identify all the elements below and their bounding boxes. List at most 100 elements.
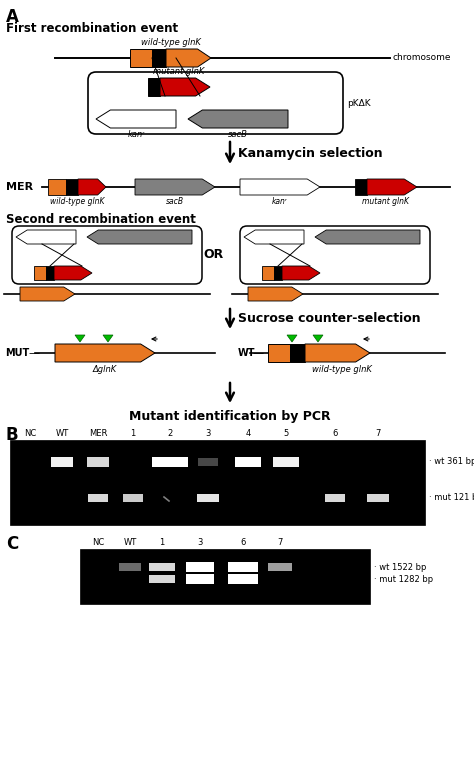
Bar: [80, 549, 370, 604]
Text: A: A: [6, 8, 19, 26]
Bar: [123, 494, 143, 502]
Bar: [48, 179, 66, 195]
Text: · mut 1282 bp: · mut 1282 bp: [374, 574, 433, 584]
Text: MER: MER: [89, 429, 107, 438]
Text: B: B: [6, 426, 18, 444]
Text: Mutant identification by PCR: Mutant identification by PCR: [129, 410, 331, 423]
Bar: [198, 458, 218, 466]
Bar: [87, 457, 109, 467]
Bar: [325, 494, 345, 502]
Bar: [290, 344, 305, 362]
Bar: [88, 494, 108, 502]
Polygon shape: [305, 344, 370, 362]
Text: · wt 361 bp: · wt 361 bp: [429, 457, 474, 467]
Text: wild-type glnK: wild-type glnK: [312, 365, 372, 374]
Bar: [186, 562, 214, 572]
Polygon shape: [103, 335, 113, 342]
Text: First recombination event: First recombination event: [6, 22, 178, 35]
Bar: [228, 562, 258, 572]
Polygon shape: [367, 179, 417, 195]
Polygon shape: [313, 335, 323, 342]
FancyBboxPatch shape: [12, 226, 202, 284]
Text: C: C: [6, 535, 18, 553]
Polygon shape: [240, 179, 320, 195]
Bar: [268, 344, 290, 362]
Text: mutant glnK: mutant glnK: [153, 67, 205, 76]
Bar: [130, 49, 152, 67]
Text: Second recombination event: Second recombination event: [6, 213, 196, 226]
Text: OR: OR: [204, 249, 224, 261]
Text: 5: 5: [283, 429, 289, 438]
Polygon shape: [287, 335, 297, 342]
Text: 1: 1: [159, 538, 164, 547]
Polygon shape: [166, 49, 211, 67]
Text: 4: 4: [246, 429, 251, 438]
Text: sacB: sacB: [228, 130, 248, 139]
Text: 2: 2: [167, 429, 173, 438]
Polygon shape: [244, 230, 304, 244]
Polygon shape: [282, 266, 320, 280]
Bar: [119, 563, 141, 571]
Bar: [367, 494, 389, 502]
Bar: [235, 457, 261, 467]
Bar: [262, 266, 274, 280]
FancyBboxPatch shape: [88, 72, 343, 134]
Text: 3: 3: [197, 538, 203, 547]
Text: Kanamycin selection: Kanamycin selection: [238, 146, 383, 160]
Text: ΔglnK: ΔglnK: [93, 365, 117, 374]
Bar: [273, 457, 299, 467]
Bar: [274, 266, 282, 280]
Polygon shape: [248, 287, 303, 301]
Text: 6: 6: [332, 429, 337, 438]
Bar: [46, 266, 54, 280]
Text: kanʳ: kanʳ: [128, 130, 145, 139]
Text: sacB: sacB: [166, 197, 184, 206]
Text: wild-type glnK: wild-type glnK: [50, 197, 104, 206]
Bar: [149, 575, 175, 583]
Text: WT: WT: [123, 538, 137, 547]
Text: Sucrose counter-selection: Sucrose counter-selection: [238, 312, 420, 326]
Text: 7: 7: [375, 429, 381, 438]
Polygon shape: [160, 78, 210, 96]
Text: 1: 1: [130, 429, 136, 438]
Text: MUT: MUT: [5, 348, 29, 358]
Text: 6: 6: [240, 538, 246, 547]
Text: —: —: [252, 348, 263, 358]
FancyBboxPatch shape: [240, 226, 430, 284]
Text: WT: WT: [55, 429, 69, 438]
Text: MER: MER: [6, 182, 33, 192]
Bar: [197, 494, 219, 502]
Text: pKΔK: pKΔK: [347, 98, 371, 108]
Polygon shape: [75, 335, 85, 342]
Bar: [51, 457, 73, 467]
Bar: [268, 563, 292, 571]
Text: 7: 7: [277, 538, 283, 547]
Bar: [355, 179, 367, 195]
Text: NC: NC: [24, 429, 36, 438]
Polygon shape: [188, 110, 288, 128]
Polygon shape: [87, 230, 192, 244]
Text: wild-type glnK: wild-type glnK: [141, 38, 201, 47]
Bar: [152, 49, 166, 67]
Polygon shape: [78, 179, 106, 195]
Text: · wt 1522 bp: · wt 1522 bp: [374, 563, 427, 571]
Polygon shape: [16, 230, 76, 244]
Text: WT: WT: [238, 348, 255, 358]
Bar: [148, 78, 160, 96]
Polygon shape: [315, 230, 420, 244]
Bar: [149, 563, 175, 571]
Text: mutant glnK: mutant glnK: [363, 197, 410, 206]
Bar: [34, 266, 46, 280]
Bar: [228, 574, 258, 584]
Text: NC: NC: [92, 538, 104, 547]
Polygon shape: [55, 344, 155, 362]
Bar: [186, 574, 214, 584]
Bar: [10, 440, 425, 525]
Polygon shape: [20, 287, 75, 301]
Text: · mut 121 bp: · mut 121 bp: [429, 494, 474, 502]
Text: —: —: [28, 348, 39, 358]
Bar: [152, 457, 188, 467]
Text: kanʳ: kanʳ: [272, 197, 288, 206]
Polygon shape: [135, 179, 215, 195]
Bar: [66, 179, 78, 195]
